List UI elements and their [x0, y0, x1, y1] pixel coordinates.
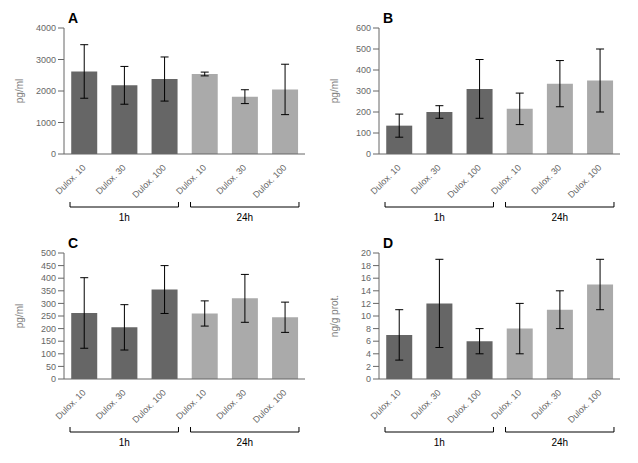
svg-text:24h: 24h: [551, 437, 568, 448]
svg-text:1000: 1000: [36, 118, 56, 128]
svg-text:300: 300: [41, 298, 56, 308]
svg-text:Dulox. 30: Dulox. 30: [409, 162, 443, 196]
svg-text:D: D: [383, 235, 393, 251]
svg-text:Dulox. 100: Dulox. 100: [130, 162, 167, 199]
svg-text:A: A: [68, 10, 78, 26]
svg-text:pg/ml: pg/ml: [14, 79, 25, 103]
svg-text:24h: 24h: [236, 437, 253, 448]
svg-text:Dulox. 100: Dulox. 100: [251, 162, 288, 199]
svg-text:Dulox. 30: Dulox. 30: [529, 387, 563, 421]
svg-text:Dulox. 10: Dulox. 10: [54, 387, 88, 421]
svg-text:2000: 2000: [36, 86, 56, 96]
svg-text:4: 4: [366, 348, 371, 358]
svg-text:8: 8: [366, 323, 371, 333]
svg-text:Dulox. 10: Dulox. 10: [369, 162, 403, 196]
svg-text:16: 16: [361, 273, 371, 283]
svg-text:0: 0: [366, 149, 371, 159]
svg-text:Dulox. 30: Dulox. 30: [409, 387, 443, 421]
svg-text:1h: 1h: [434, 212, 445, 223]
svg-text:200: 200: [41, 323, 56, 333]
svg-text:500: 500: [356, 44, 371, 54]
svg-text:3000: 3000: [36, 55, 56, 65]
svg-text:200: 200: [356, 107, 371, 117]
svg-text:1h: 1h: [119, 212, 130, 223]
svg-text:pg/ml: pg/ml: [329, 79, 340, 103]
svg-text:0: 0: [51, 374, 56, 384]
svg-text:ng/g prot.: ng/g prot.: [329, 294, 340, 336]
svg-text:Dulox. 30: Dulox. 30: [214, 387, 248, 421]
svg-text:450: 450: [41, 260, 56, 270]
svg-text:500: 500: [41, 248, 56, 258]
svg-text:0: 0: [366, 374, 371, 384]
svg-text:250: 250: [41, 311, 56, 321]
svg-text:Dulox. 100: Dulox. 100: [251, 387, 288, 424]
svg-text:350: 350: [41, 285, 56, 295]
svg-text:400: 400: [41, 273, 56, 283]
svg-text:24h: 24h: [236, 212, 253, 223]
svg-text:24h: 24h: [551, 212, 568, 223]
svg-text:Dulox. 10: Dulox. 10: [489, 387, 523, 421]
svg-text:1h: 1h: [434, 437, 445, 448]
svg-text:Dulox. 100: Dulox. 100: [130, 387, 167, 424]
svg-text:Dulox. 10: Dulox. 10: [489, 162, 523, 196]
svg-text:Dulox. 10: Dulox. 10: [174, 387, 208, 421]
svg-text:150: 150: [41, 336, 56, 346]
svg-text:Dulox. 100: Dulox. 100: [566, 162, 603, 199]
svg-text:0: 0: [51, 149, 56, 159]
svg-text:18: 18: [361, 260, 371, 270]
svg-text:Dulox. 10: Dulox. 10: [369, 387, 403, 421]
svg-text:Dulox. 30: Dulox. 30: [214, 162, 248, 196]
svg-text:Dulox. 30: Dulox. 30: [529, 162, 563, 196]
svg-text:600: 600: [356, 23, 371, 33]
svg-text:Dulox. 100: Dulox. 100: [445, 162, 482, 199]
svg-text:20: 20: [361, 248, 371, 258]
svg-text:Dulox. 10: Dulox. 10: [174, 162, 208, 196]
svg-text:10: 10: [361, 311, 371, 321]
svg-text:C: C: [68, 235, 78, 251]
svg-text:B: B: [383, 10, 393, 26]
svg-text:2: 2: [366, 361, 371, 371]
svg-text:4000: 4000: [36, 23, 56, 33]
svg-text:6: 6: [366, 336, 371, 346]
svg-text:14: 14: [361, 285, 371, 295]
svg-text:Dulox. 30: Dulox. 30: [94, 387, 128, 421]
svg-text:12: 12: [361, 298, 371, 308]
svg-text:1h: 1h: [119, 437, 130, 448]
svg-text:300: 300: [356, 86, 371, 96]
svg-text:Dulox. 100: Dulox. 100: [445, 387, 482, 424]
svg-text:Dulox. 100: Dulox. 100: [566, 387, 603, 424]
svg-text:400: 400: [356, 65, 371, 75]
svg-text:pg/ml: pg/ml: [14, 303, 25, 327]
svg-text:100: 100: [356, 128, 371, 138]
svg-text:50: 50: [46, 361, 56, 371]
svg-text:100: 100: [41, 348, 56, 358]
svg-text:Dulox. 10: Dulox. 10: [54, 162, 88, 196]
svg-text:Dulox. 30: Dulox. 30: [94, 162, 128, 196]
